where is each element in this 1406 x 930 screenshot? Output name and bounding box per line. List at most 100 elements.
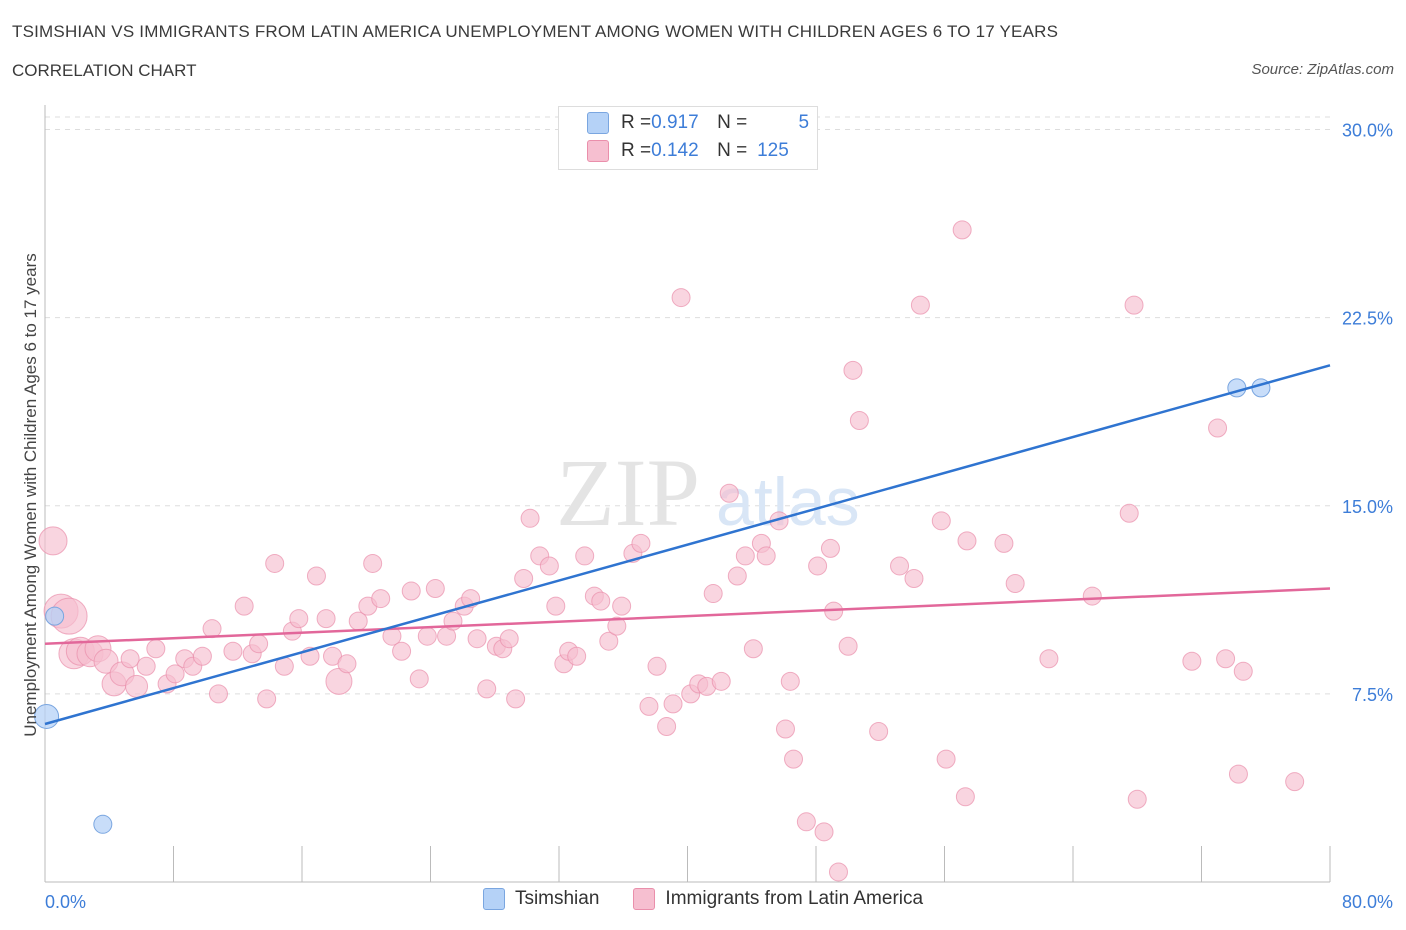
latin-point [506,689,526,709]
latin-point [756,546,776,566]
latin-point [401,581,421,601]
latin-point [371,589,391,609]
latin-point [539,556,559,576]
latin-point [639,696,659,716]
legend-label-tsimshian: Tsimshian [514,888,600,909]
legend-item-tsimshian[interactable]: Tsimshian [482,888,600,910]
latin-point [575,546,595,566]
latin-point [1005,574,1025,594]
latin-point [957,531,977,551]
latin-point [727,566,747,586]
latin-point [1216,649,1236,669]
latin-point [743,639,763,659]
trend-lines [44,364,1331,726]
latin-point [1124,295,1144,315]
n-value: 5 [798,112,810,133]
chart-subtitle: CORRELATION CHART [12,61,197,80]
watermark: ZIP atlas [556,439,860,546]
latin-point [952,220,972,240]
latin-point [775,719,795,739]
x-tick-label: 0.0% [45,892,86,912]
r-value: 0.917 [651,112,699,133]
legend: Tsimshian Immigrants from Latin America [0,888,1406,910]
stats-legend: R = 0.917 N = 5 R = 0.142 N = 125 [558,106,818,170]
latin-point [363,553,383,573]
latin-point [599,631,619,651]
latin-point [514,569,534,589]
legend-label-latin: Immigrants from Latin America [665,888,924,909]
latin-point [1208,418,1228,438]
latin-point [120,649,140,669]
x-tick-label: 80.0% [1342,892,1393,912]
latin-point [1082,586,1102,606]
n-label: N = [717,112,748,133]
latin-point [612,596,632,616]
latin-point [249,634,269,654]
latin-point [202,619,222,639]
latin-point [38,526,68,556]
tsimshian-point [93,814,113,834]
latin-point [796,812,816,832]
axes [44,105,1331,883]
stats-row-tsimshian: R = 0.917 N = 5 [587,112,809,134]
latin-point [136,656,156,676]
latin-point [165,664,185,684]
latin-point [955,787,975,807]
y-tick-label: 15.0% [1342,497,1393,517]
latin-point [663,694,683,714]
latin-point [735,546,755,566]
latin-point [546,596,566,616]
tsimshian-swatch [587,112,609,134]
y-tick-label: 22.5% [1342,309,1393,329]
source-label: Source: ZipAtlas.com [1251,61,1394,78]
watermark-zip: ZIP [556,439,700,546]
latin-point [306,566,326,586]
latin-point [477,679,497,699]
latin-point [838,636,858,656]
latin-point [1182,651,1202,671]
latin-point [1119,503,1139,523]
n-value: 125 [757,140,789,161]
tsimshian-series [34,378,1271,834]
latin-point [657,716,677,736]
latin-point [591,591,611,611]
legend-item-latin[interactable]: Immigrants from Latin America [633,888,923,910]
latin-point [499,629,519,649]
latin-point [257,689,277,709]
latin-point [703,584,723,604]
latin-point [1127,789,1147,809]
tsimshian-point [45,606,65,626]
chart-title: TSIMSHIAN VS IMMIGRANTS FROM LATIN AMERI… [12,22,1059,41]
latin-point [1039,649,1059,669]
latin-swatch [587,140,609,162]
latin-point [647,656,667,676]
r-label: R = [621,140,652,161]
latin-point [784,749,804,769]
latin-point [223,641,243,661]
latin-point [289,609,309,629]
latin-point [936,749,956,769]
n-label: N = [717,140,748,161]
latin-point [146,639,166,659]
latin-point [192,646,212,666]
latin-point [828,862,848,882]
latin-trend-line [44,587,1331,645]
latin-point [125,674,149,698]
latin-point [869,722,889,742]
latin-point [904,569,924,589]
r-label: R = [621,112,652,133]
latin-point [392,641,412,661]
latin-point [780,671,800,691]
latin-point [719,483,739,503]
latin-point [467,629,487,649]
latin-point [631,533,651,553]
latin-point [808,556,828,576]
latin-point [814,822,834,842]
latin-point [316,609,336,629]
latin-point [849,410,869,430]
latin-point [425,579,445,599]
tsimshian-legend-swatch [482,888,505,910]
latin-america-series [38,220,1305,882]
latin-point [607,616,627,636]
